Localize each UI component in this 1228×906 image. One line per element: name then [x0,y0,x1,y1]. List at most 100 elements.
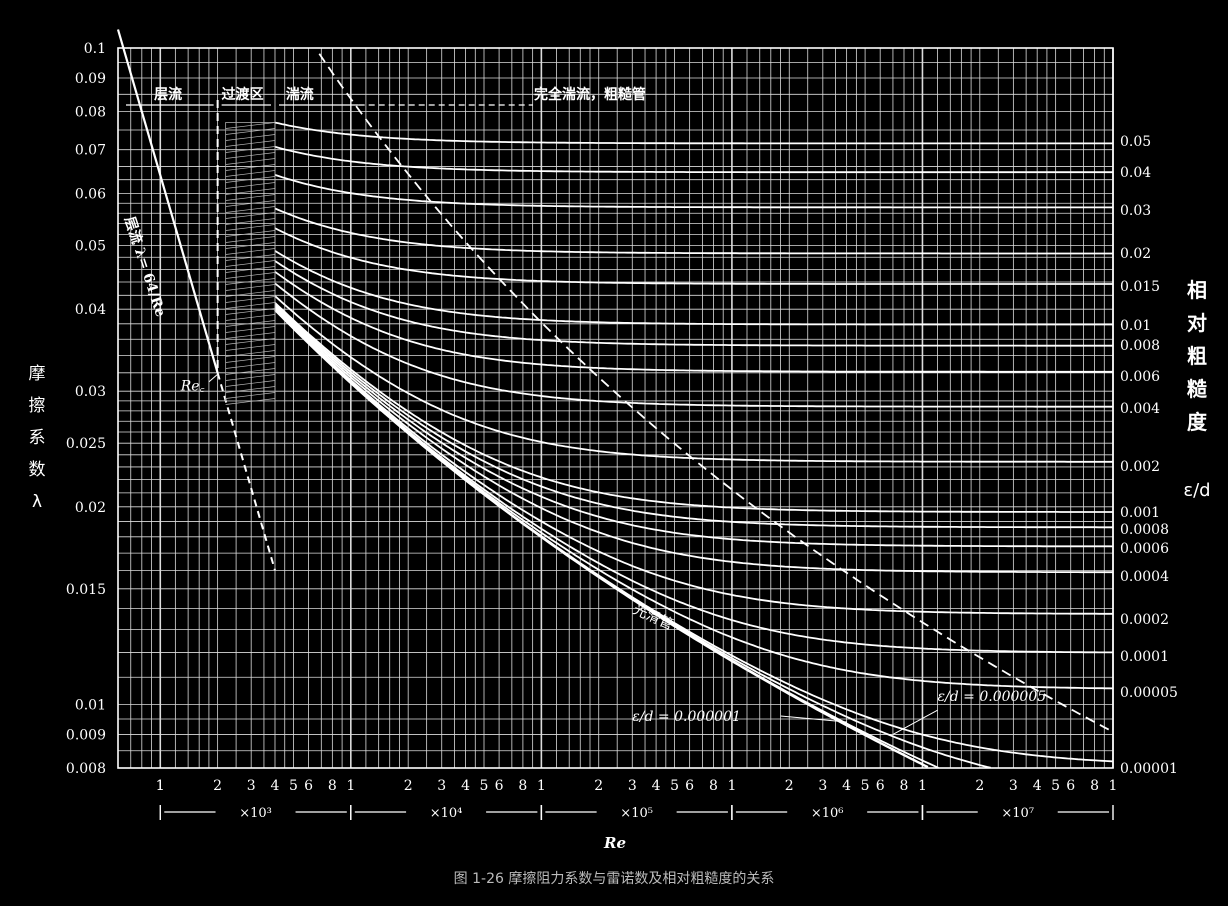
roughness-curve [274,250,1113,326]
x-tick-label: 1 [1109,778,1118,794]
y2-tick-label: 0.02 [1120,246,1151,262]
transition-hatch [225,200,276,207]
y-tick-label: 0.015 [66,582,106,598]
transition-hatch [225,164,276,171]
transition-hatch [225,152,276,159]
roughness-curve [274,308,1113,654]
transition-hatch [225,350,276,357]
y2-label-char: 度 [1187,410,1207,434]
region-label: 完全湍流，粗糙管 [534,86,646,103]
critical-re-pointer [208,374,218,383]
transition-hatch [225,188,276,195]
fully-rough-boundary [318,53,1111,731]
y2-tick-label: 0.00001 [1120,761,1178,777]
y2-tick-label: 0.00005 [1120,685,1178,701]
y2-tick-label: 0.0004 [1120,569,1169,585]
plot-frame [117,47,1114,769]
transition-hatch [225,122,276,129]
x-tick-label: 1 [727,778,736,794]
critical-re-label: Re꜀ [180,379,205,395]
transition-hatch [225,266,276,273]
transition-hatch [225,170,276,177]
roughness-curve [274,282,1113,408]
x-tick-label: 8 [1090,778,1099,794]
y-tick-label: 0.02 [75,500,106,516]
x-tick-label: 4 [271,778,280,794]
y2-tick-label: 0.0002 [1120,612,1169,628]
smooth-pipe-label: 光滑管 [631,601,676,634]
y-tick-label: 0.025 [66,436,106,452]
grid [117,47,1114,769]
x-tick-label: 6 [876,778,885,794]
y2-tick-label: 0.002 [1120,459,1160,475]
y-label-char: 擦 [28,396,46,416]
x-tick-label: 6 [304,778,313,794]
y2-label-char: 糙 [1187,377,1207,401]
curves [116,29,1114,769]
x-tick-label: 8 [900,778,909,794]
transition-hatch [225,302,276,309]
transition-hatch [225,368,276,375]
transition-hatch [225,158,276,165]
y2-tick-label: 0.001 [1120,505,1160,521]
transition-hatch [225,338,276,345]
x-tick-label: 1 [346,778,355,794]
y2-tick-label: 0.01 [1120,318,1151,334]
roughness-curve [274,260,1113,347]
roughness-curve [274,309,939,769]
y-tick-label: 0.008 [66,761,106,777]
x-tick-label: 5 [1051,778,1060,794]
transition-hatch [225,176,276,183]
y-tick-label: 0.09 [75,71,106,87]
x-tick-label: 3 [1009,778,1018,794]
transition-hatch [225,296,276,303]
x-tick-label: 5 [861,778,870,794]
roughness-curve [274,303,1113,529]
laminar-line [116,29,219,374]
eps-pointer-low [780,715,847,723]
x-tick-label: 8 [518,778,527,794]
y-tick-label: 0.01 [75,697,106,713]
y2-tick-label: 0.004 [1120,401,1160,417]
y-label-char: 数 [28,460,46,480]
transition-hatch [225,182,276,189]
decade-label: ×10⁴ [430,806,463,821]
y-tick-label: 0.06 [75,187,106,203]
x-tick-label: 6 [1066,778,1075,794]
transition-hatch [225,284,276,291]
decade-label: ×10³ [239,806,272,821]
roughness-curve [274,307,1113,615]
x-tick-label: 3 [247,778,256,794]
x-tick-label: 6 [495,778,504,794]
transition-hatch [225,236,276,243]
x-tick-label: 8 [709,778,718,794]
x-tick-label: 2 [785,778,794,794]
y2-label-char: 粗 [1187,344,1207,368]
x-tick-label: 4 [842,778,851,794]
y2-tick-label: 0.04 [1120,165,1151,181]
roughness-curve [274,302,1113,513]
region-label: 湍流 [286,86,314,103]
transition-hatch [225,254,276,261]
transition-hatch [225,278,276,285]
roughness-curve [274,271,1113,373]
transition-hatch [225,356,276,363]
laminar-formula-label: 层流 λ= 64/Re [121,214,169,319]
y2-tick-label: 0.015 [1120,279,1160,295]
transition-hatch [225,398,276,405]
laminar-extension-dashed [216,372,276,571]
roughness-curve [274,227,1113,285]
y2-label-char: ε/d [1183,480,1211,501]
roughness-curve [274,306,1113,574]
transition-hatch [225,374,276,381]
y2-tick-label: 0.03 [1120,203,1151,219]
x-tick-label: 3 [437,778,446,794]
y-tick-label: 0.04 [75,302,106,318]
x-tick-label: 2 [404,778,413,794]
y2-tick-label: 0.0008 [1120,522,1169,538]
x-tick-label: 2 [213,778,222,794]
x-tick-label: 3 [628,778,637,794]
transition-hatch [225,344,276,351]
region-label: 层流 [154,86,182,103]
transition-hatch [225,134,276,141]
